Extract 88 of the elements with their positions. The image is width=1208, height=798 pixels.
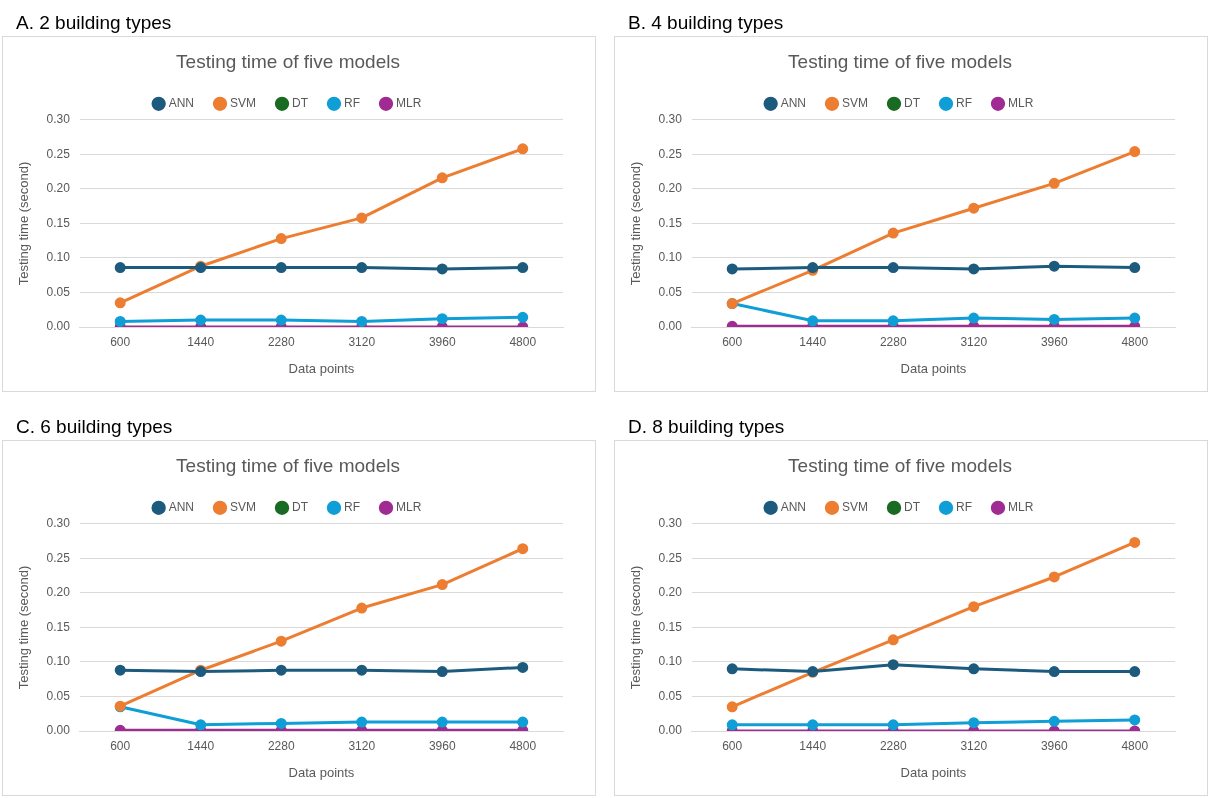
legend-label: MLR xyxy=(1008,96,1034,111)
y-tick-label: 0.05 xyxy=(658,688,683,703)
x-tick-label: 2280 xyxy=(267,334,295,349)
chart-title: Testing time of five models xyxy=(788,454,1012,476)
x-tick-label: 2280 xyxy=(879,334,907,349)
y-tick-label: 0.10 xyxy=(46,250,71,265)
y-axis-title: Testing time (second) xyxy=(628,565,644,690)
chart-title: Testing time of five models xyxy=(788,50,1012,72)
y-tick-label: 0.25 xyxy=(46,146,71,161)
y-tick-label: 0.25 xyxy=(658,146,683,161)
x-tick-label: 3960 xyxy=(428,334,456,349)
chart-subtitle: C. 6 building types xyxy=(15,415,174,439)
y-tick-label: 0.10 xyxy=(46,654,71,669)
legend-label: SVM xyxy=(230,96,257,111)
legend-label: RF xyxy=(344,500,360,515)
x-tick-label: 600 xyxy=(722,738,743,753)
legend-label: DT xyxy=(904,500,921,515)
x-tick-label: 600 xyxy=(110,334,131,349)
legend-label: MLR xyxy=(396,96,422,111)
y-tick-label: 0.30 xyxy=(46,112,71,127)
y-tick-label: 0.15 xyxy=(46,215,71,230)
y-axis-title: Testing time (second) xyxy=(628,161,644,286)
y-tick-label: 0.10 xyxy=(658,250,683,265)
legend-label: SVM xyxy=(842,96,869,111)
x-tick-label: 3960 xyxy=(1040,334,1068,349)
x-tick-label: 1440 xyxy=(799,738,827,753)
x-axis-title: Data points xyxy=(288,764,355,780)
legend-label: DT xyxy=(904,96,921,111)
legend-label: MLR xyxy=(1008,500,1034,515)
y-tick-label: 0.20 xyxy=(658,181,683,196)
y-tick-label: 0.20 xyxy=(46,585,71,600)
x-tick-label: 1440 xyxy=(187,738,215,753)
y-tick-label: 0.00 xyxy=(658,319,683,334)
x-tick-label: 3120 xyxy=(960,334,988,349)
y-tick-label: 0.30 xyxy=(658,516,683,531)
chart-subtitle: B. 4 building types xyxy=(627,11,785,35)
y-tick-label: 0.00 xyxy=(46,319,71,334)
x-tick-label: 3960 xyxy=(1040,738,1068,753)
x-tick-label: 4800 xyxy=(509,738,537,753)
y-tick-label: 0.10 xyxy=(658,654,683,669)
legend-label: RF xyxy=(344,96,360,111)
y-tick-label: 0.25 xyxy=(46,550,71,565)
legend-label: DT xyxy=(292,500,309,515)
chart-title: Testing time of five models xyxy=(176,454,400,476)
y-tick-label: 0.30 xyxy=(658,112,683,127)
legend-label: RF xyxy=(956,500,972,515)
x-tick-label: 4800 xyxy=(509,334,537,349)
y-tick-label: 0.15 xyxy=(658,619,683,634)
chart-subtitle: D. 8 building types xyxy=(627,415,786,439)
y-axis-title: Testing time (second) xyxy=(16,161,32,286)
y-tick-label: 0.15 xyxy=(46,619,71,634)
y-tick-label: 0.25 xyxy=(658,550,683,565)
x-tick-label: 600 xyxy=(722,334,743,349)
x-tick-label: 3960 xyxy=(428,738,456,753)
legend-label: SVM xyxy=(230,500,257,515)
y-tick-label: 0.00 xyxy=(658,723,683,738)
y-tick-label: 0.05 xyxy=(46,284,71,299)
x-tick-label: 1440 xyxy=(799,334,827,349)
x-tick-label: 3120 xyxy=(960,738,988,753)
legend-label: ANN xyxy=(780,96,807,111)
y-axis-title: Testing time (second) xyxy=(16,565,32,690)
x-tick-label: 4800 xyxy=(1121,738,1149,753)
y-tick-label: 0.05 xyxy=(658,284,683,299)
chart-title: Testing time of five models xyxy=(176,50,400,72)
chart-subtitle: A. 2 building types xyxy=(15,11,173,35)
y-tick-label: 0.05 xyxy=(46,688,71,703)
y-tick-label: 0.15 xyxy=(658,215,683,230)
y-tick-label: 0.20 xyxy=(46,181,71,196)
x-tick-label: 3120 xyxy=(348,738,376,753)
x-axis-title: Data points xyxy=(900,764,967,780)
x-tick-label: 1440 xyxy=(187,334,215,349)
x-tick-label: 3120 xyxy=(348,334,376,349)
legend-label: ANN xyxy=(168,500,195,515)
x-tick-label: 2280 xyxy=(267,738,295,753)
y-tick-label: 0.20 xyxy=(658,585,683,600)
x-tick-label: 4800 xyxy=(1121,334,1149,349)
y-tick-label: 0.00 xyxy=(46,723,71,738)
legend-label: MLR xyxy=(396,500,422,515)
x-axis-title: Data points xyxy=(900,360,967,376)
legend-label: SVM xyxy=(842,500,869,515)
x-tick-label: 600 xyxy=(110,738,131,753)
legend-label: ANN xyxy=(168,96,195,111)
legend-label: RF xyxy=(956,96,972,111)
x-tick-label: 2280 xyxy=(879,738,907,753)
legend-label: DT xyxy=(292,96,309,111)
x-axis-title: Data points xyxy=(288,360,355,376)
y-tick-label: 0.30 xyxy=(46,516,71,531)
legend-label: ANN xyxy=(780,500,807,515)
